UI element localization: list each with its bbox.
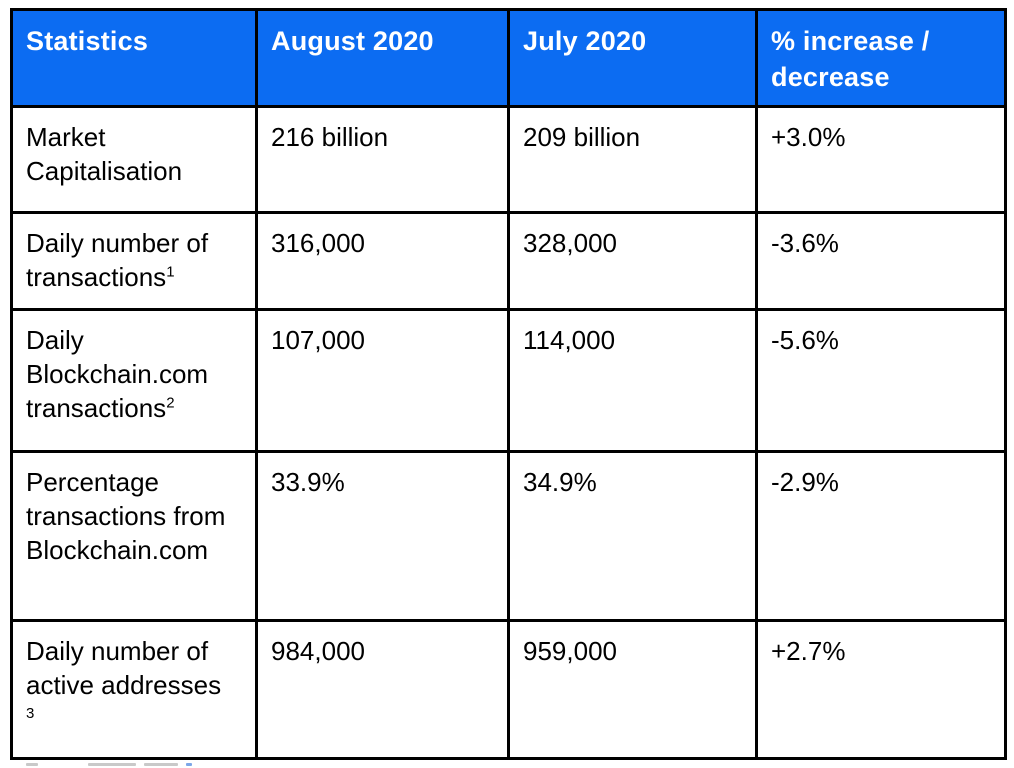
- table-row-blockchain-transactions: Daily Blockchain.com transactions2 107,0…: [10, 308, 1007, 453]
- column-header-statistics: Statistics: [10, 8, 258, 108]
- row-label: Market Capitalisation: [26, 122, 183, 186]
- change-value-cell: +2.7%: [755, 619, 1007, 760]
- july-value-cell: 959,000: [507, 619, 758, 760]
- change-value-cell: -2.9%: [755, 450, 1007, 622]
- row-label-cell: Daily number of transactions1: [10, 211, 258, 311]
- change-value-cell: -5.6%: [755, 308, 1007, 453]
- july-value-cell: 209 billion: [507, 105, 758, 214]
- july-value-cell: 114,000: [507, 308, 758, 453]
- column-header-label: August 2020: [271, 26, 434, 56]
- row-label: Percentage transactions from Blockchain.…: [26, 467, 226, 565]
- footnote-marker: 1: [166, 263, 175, 281]
- row-label-cell: Daily number of active addresses 3: [10, 619, 258, 760]
- column-header-july-2020: July 2020: [507, 8, 758, 108]
- table-row-percentage-from-blockchain: Percentage transactions from Blockchain.…: [10, 450, 1007, 622]
- table-row-market-capitalisation: Market Capitalisation 216 billion 209 bi…: [10, 105, 1007, 214]
- row-label-cell: Daily Blockchain.com transactions2: [10, 308, 258, 453]
- column-header-label: Statistics: [26, 26, 149, 56]
- row-label: Daily Blockchain.com transactions: [26, 325, 209, 423]
- august-value-cell: 984,000: [255, 619, 510, 760]
- row-label-cell: Market Capitalisation: [10, 105, 258, 214]
- row-label-cell: Percentage transactions from Blockchain.…: [10, 450, 258, 622]
- footnote-marker: 2: [166, 394, 175, 412]
- table-row-active-addresses: Daily number of active addresses 3 984,00…: [10, 619, 1007, 760]
- clipped-footnote-fragment: [26, 762, 1004, 768]
- change-value-cell: +3.0%: [755, 105, 1007, 214]
- footnote-marker: 3: [26, 705, 35, 722]
- row-label: Daily number of active addresses: [26, 636, 222, 700]
- column-header-label: % increase / decrease: [771, 26, 930, 92]
- statistics-table: Statistics August 2020 July 2020 % incre…: [10, 8, 1007, 760]
- change-value-cell: -3.6%: [755, 211, 1007, 311]
- august-value-cell: 216 billion: [255, 105, 510, 214]
- table-header-row: Statistics August 2020 July 2020 % incre…: [10, 8, 1007, 108]
- table-row-daily-transactions: Daily number of transactions1 316,000 32…: [10, 211, 1007, 311]
- july-value-cell: 328,000: [507, 211, 758, 311]
- column-header-august-2020: August 2020: [255, 8, 510, 108]
- august-value-cell: 316,000: [255, 211, 510, 311]
- column-header-label: July 2020: [523, 26, 647, 56]
- column-header-percent-change: % increase / decrease: [755, 8, 1007, 108]
- august-value-cell: 33.9%: [255, 450, 510, 622]
- row-label: Daily number of transactions: [26, 228, 209, 292]
- august-value-cell: 107,000: [255, 308, 510, 453]
- july-value-cell: 34.9%: [507, 450, 758, 622]
